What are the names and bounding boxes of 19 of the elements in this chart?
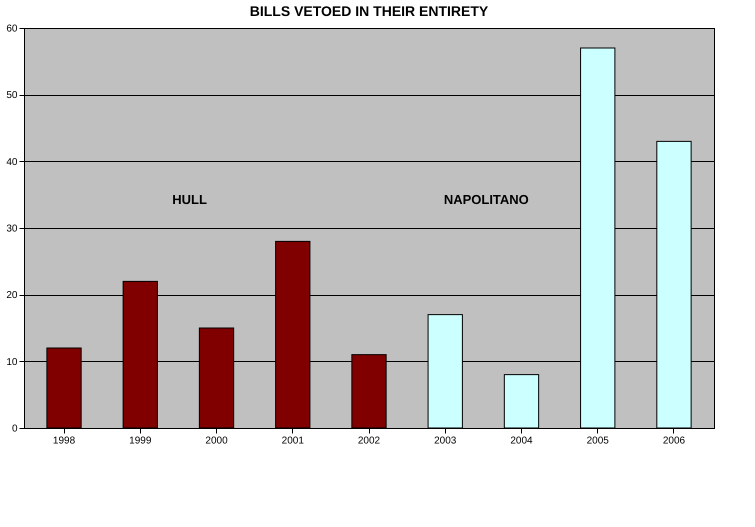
- x-tick-label: 2002: [358, 436, 381, 446]
- chart-title: BILLS VETOED IN THEIR ENTIRETY: [250, 3, 489, 19]
- x-tick-label: 2003: [434, 436, 457, 446]
- y-tick-label: 30: [6, 224, 18, 234]
- x-tick-label: 2006: [662, 436, 686, 446]
- y-tick-label: 50: [6, 90, 18, 102]
- x-tick-label: 2001: [282, 436, 304, 446]
- y-tick-label: 60: [6, 24, 18, 34]
- y-tick-label: 10: [6, 356, 18, 368]
- annotation: HULL: [172, 192, 207, 207]
- x-tick-label: 2000: [205, 436, 228, 446]
- x-tick-label: 1998: [52, 436, 76, 446]
- x-tick-label: 2004: [510, 436, 534, 446]
- x-tick-label: 2005: [586, 436, 610, 446]
- y-tick-label: 40: [6, 156, 18, 168]
- x-tick-label: 1999: [129, 436, 152, 446]
- y-tick-label: 0: [12, 424, 18, 434]
- annotation: NAPOLITANO: [444, 192, 529, 207]
- y-tick-label: 20: [6, 290, 18, 302]
